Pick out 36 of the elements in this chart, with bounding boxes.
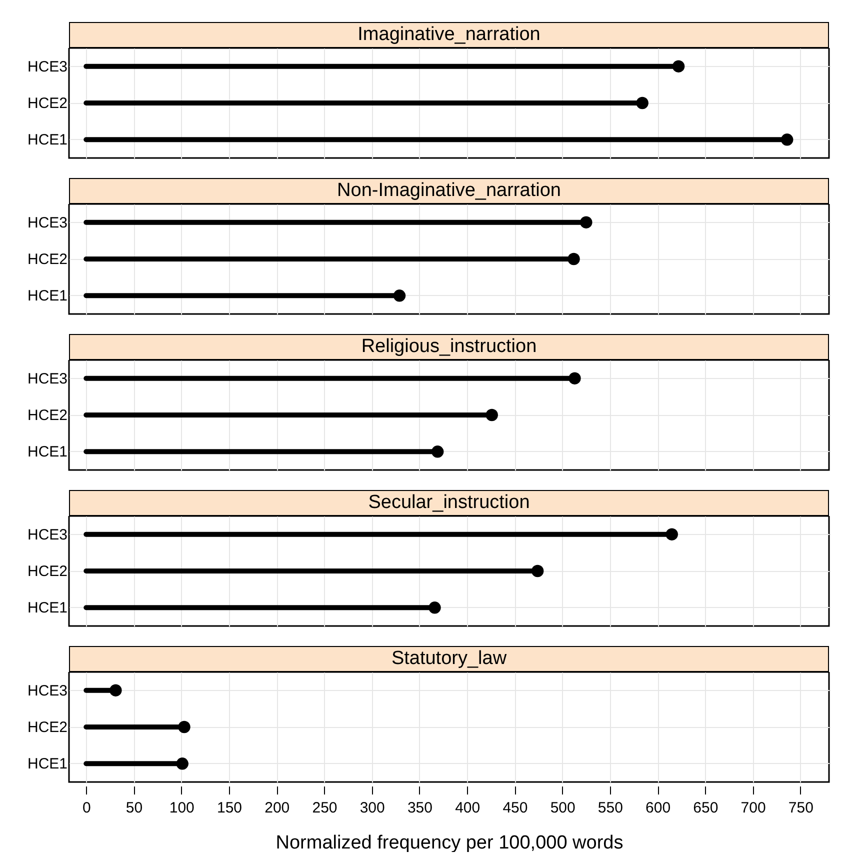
y-tick-label: HCE3 [27,58,68,76]
y-tick-label: HCE3 [27,214,68,232]
chart-title: Imaginative_narration [69,22,829,48]
chart-title: Statutory_law [69,646,829,672]
y-tick-label: HCE2 [27,251,68,268]
x-tick-label: 700 [740,800,766,816]
x-tick-label: 100 [169,800,194,816]
x-tick-label: 600 [646,800,671,816]
y-tick-label: HCE2 [27,719,68,736]
y-tick-label: HCE1 [27,288,68,305]
x-tick-label: 200 [264,800,290,816]
y-tick-label: HCE2 [27,95,68,112]
y-tick-label: HCE3 [27,526,68,544]
x-tick-label: 500 [550,800,576,816]
x-tick-label: 150 [216,800,242,816]
y-tick-label: HCE1 [27,600,68,617]
chart-title: Secular_instruction [69,490,829,516]
y-tick-label: HCE2 [27,407,68,424]
x-tick-label: 350 [407,800,432,816]
y-tick-label: HCE3 [27,370,68,388]
y-tick-label: HCE2 [27,563,68,580]
x-tick-label: 400 [455,800,480,816]
x-tick-label: 650 [693,800,718,816]
chart-title: Religious_instruction [69,334,829,360]
x-tick-label: 300 [360,800,385,816]
x-tick-label: 50 [126,800,143,816]
x-tick-label: 0 [82,800,91,816]
x-tick-label: 750 [788,800,814,816]
x-tick-label: 450 [502,800,528,816]
y-tick-label: HCE1 [27,756,68,773]
x-tick-label: 550 [598,800,623,816]
y-tick-label: HCE1 [27,132,68,149]
y-tick-label: HCE1 [27,444,68,461]
y-tick-label: HCE3 [27,682,68,700]
chart-title: Non-Imaginative_narration [69,178,829,204]
x-tick-label: 250 [312,800,338,816]
